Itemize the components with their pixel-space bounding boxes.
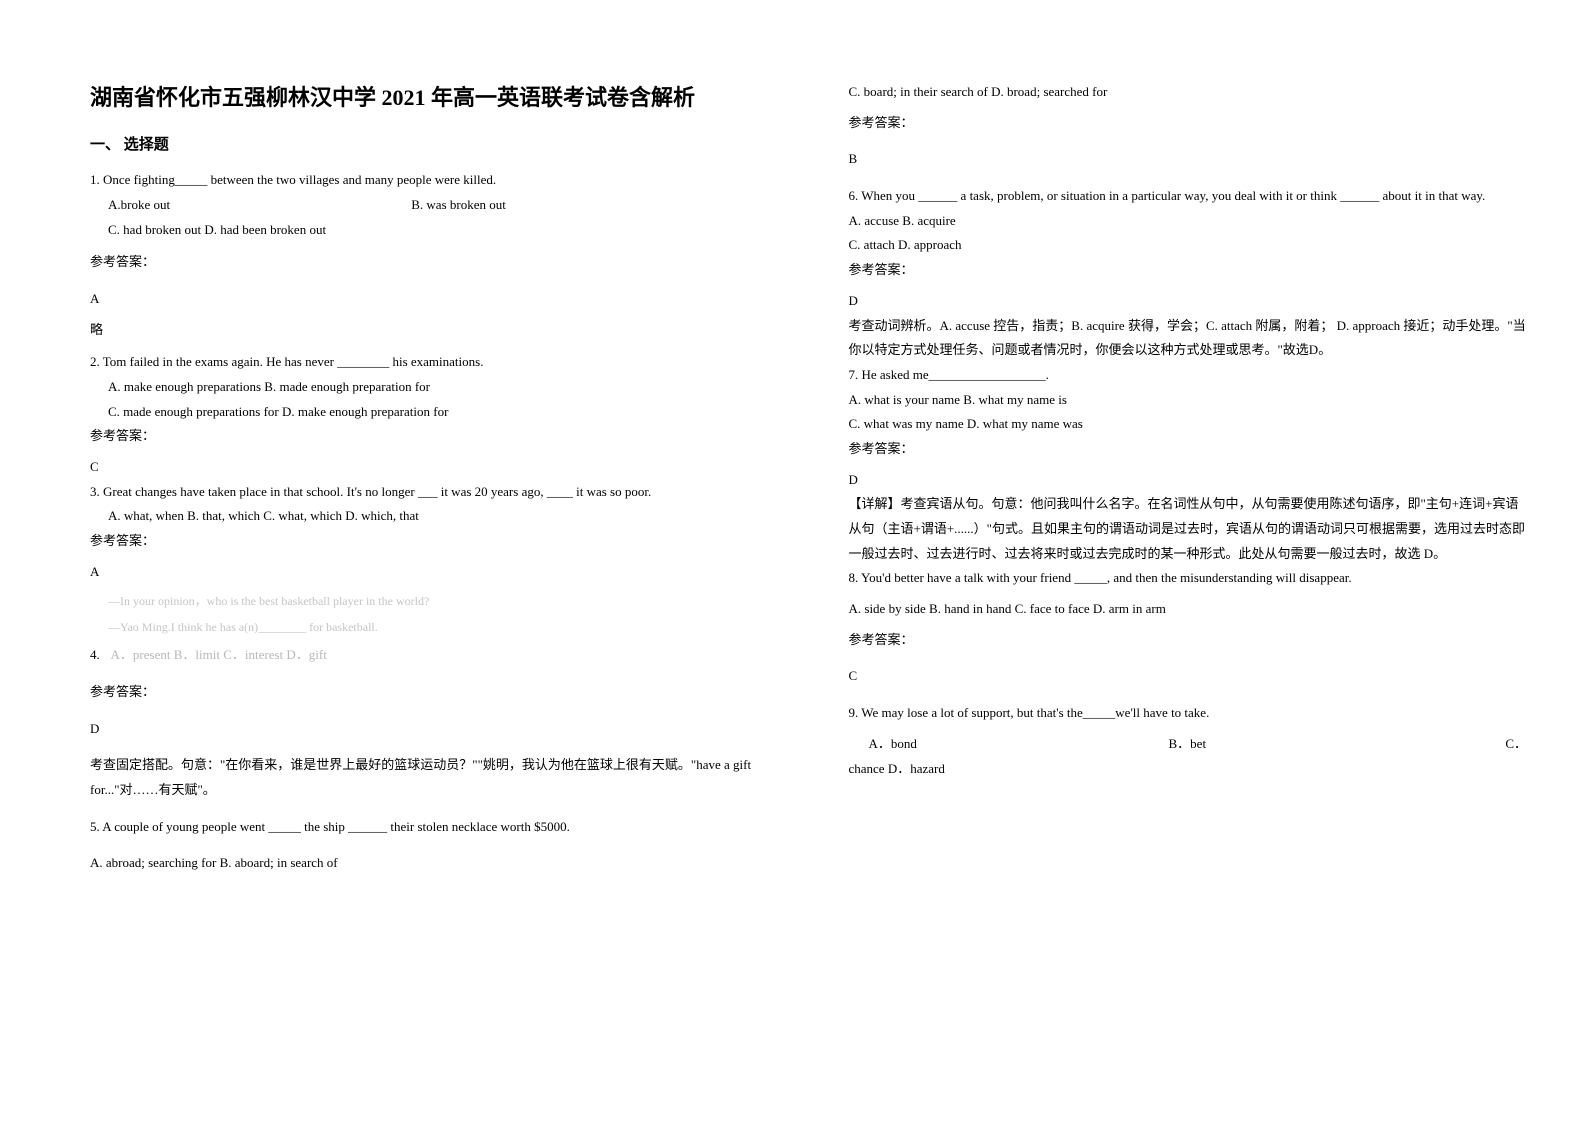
q9-optA: A．bond <box>869 732 1169 757</box>
q8-opts: A. side by side B. hand in hand C. face … <box>849 597 1528 622</box>
left-column: 湖南省怀化市五强柳林汉中学 2021 年高一英语联考试卷含解析 一、 选择题 1… <box>90 80 809 1082</box>
q7-answer: D <box>849 468 1528 493</box>
q1-optA-row: A.broke out B. was broken out <box>90 193 769 218</box>
q3-opts: A. what, when B. that, which C. what, wh… <box>90 504 769 529</box>
q1-stem: 1. Once fighting_____ between the two vi… <box>90 168 769 193</box>
q6-stem: 6. When you ______ a task, problem, or s… <box>849 184 1528 209</box>
q1-answer-label: 参考答案： <box>90 250 769 275</box>
q1-optA: A.broke out <box>108 193 408 218</box>
exam-page: 湖南省怀化市五强柳林汉中学 2021 年高一英语联考试卷含解析 一、 选择题 1… <box>0 0 1587 1122</box>
q7-answer-label: 参考答案： <box>849 437 1528 462</box>
q5-optsAB: A. abroad; searching for B. aboard; in s… <box>90 851 769 876</box>
q9-optB: B．bet <box>1169 732 1498 757</box>
q6-answer-label: 参考答案： <box>849 258 1528 283</box>
q5-answer-label: 参考答案： <box>849 111 1528 136</box>
q6-optsAB: A. accuse B. acquire <box>849 209 1528 234</box>
q3-stem: 3. Great changes have taken place in tha… <box>90 480 769 505</box>
q9-opts-line1: A．bond B．bet C． <box>849 732 1528 757</box>
q9-optC-partial: C． <box>1497 732 1527 757</box>
q1-note: 略 <box>90 318 769 343</box>
q2-optsCD: C. made enough preparations for D. make … <box>90 400 769 425</box>
q9-stem: 9. We may lose a lot of support, but tha… <box>849 701 1528 726</box>
q4-dialogue-1: —In your opinion，who is the best basketb… <box>90 591 769 611</box>
q5-optsCD: C. board; in their search of D. broad; s… <box>849 80 1528 105</box>
q9-opts-line2: chance D．hazard <box>849 757 1528 782</box>
q8-answer: C <box>849 664 1528 689</box>
q5-stem: 5. A couple of young people went _____ t… <box>90 815 769 840</box>
q2-stem: 2. Tom failed in the exams again. He has… <box>90 350 769 375</box>
q7-note: 【详解】考查宾语从句。句意：他问我叫什么名字。在名词性从句中，从句需要使用陈述句… <box>849 492 1528 566</box>
q7-optsCD: C. what was my name D. what my name was <box>849 412 1528 437</box>
q4-row: 4. A．present B．limit C．interest D．gift <box>90 643 769 668</box>
q2-answer: C <box>90 455 769 480</box>
q5-answer: B <box>849 147 1528 172</box>
section-heading: 一、 选择题 <box>90 133 769 154</box>
q6-optsCD: C. attach D. approach <box>849 233 1528 258</box>
q4-number: 4. <box>90 643 108 668</box>
q3-answer-label: 参考答案： <box>90 529 769 554</box>
q4-note: 考查固定搭配。句意："在你看来，谁是世界上最好的篮球运动员？""姚明，我认为他在… <box>90 753 769 802</box>
page-title: 湖南省怀化市五强柳林汉中学 2021 年高一英语联考试卷含解析 <box>90 80 769 115</box>
q8-stem: 8. You'd better have a talk with your fr… <box>849 566 1528 591</box>
q1-optB: B. was broken out <box>411 197 506 212</box>
q2-answer-label: 参考答案： <box>90 424 769 449</box>
q6-note: 考查动词辨析。A. accuse 控告，指责；B. acquire 获得，学会；… <box>849 314 1528 363</box>
q6-answer: D <box>849 289 1528 314</box>
q4-dialogue-2: —Yao Ming.I think he has a(n)________ fo… <box>90 617 769 637</box>
q4-answer: D <box>90 717 769 742</box>
q7-optsAB: A. what is your name B. what my name is <box>849 388 1528 413</box>
q1-answer: A <box>90 287 769 312</box>
right-column: C. board; in their search of D. broad; s… <box>809 80 1528 1082</box>
q3-answer: A <box>90 560 769 585</box>
q1-optCD: C. had broken out D. had been broken out <box>90 218 769 243</box>
q7-stem: 7. He asked me__________________. <box>849 363 1528 388</box>
q2-optsAB: A. make enough preparations B. made enou… <box>90 375 769 400</box>
q4-answer-label: 参考答案： <box>90 680 769 705</box>
q4-opts: A．present B．limit C．interest D．gift <box>111 647 327 662</box>
q8-answer-label: 参考答案： <box>849 628 1528 653</box>
